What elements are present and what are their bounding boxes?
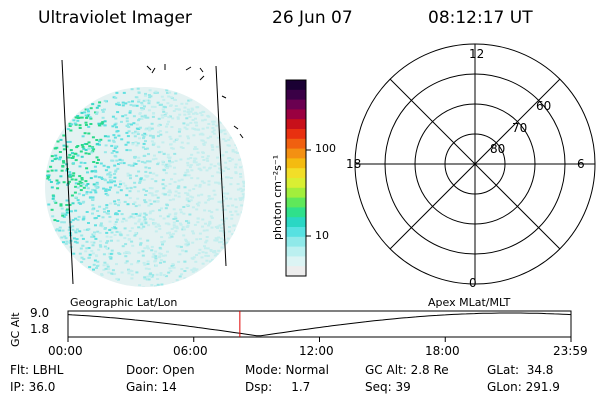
colorbar-segment — [286, 227, 306, 238]
colorbar-segment — [286, 168, 306, 179]
colorbar-segment — [286, 99, 306, 110]
mlt-label-18: 18 — [346, 157, 362, 171]
colorbar-segment — [286, 207, 306, 218]
colorbar-segment — [286, 109, 306, 120]
left-limb-line — [61, 59, 74, 285]
colorbar-segment — [286, 236, 306, 248]
colorbar-segment — [286, 158, 306, 169]
mlt-label-6: 6 — [577, 157, 585, 171]
y-min-label: 1.8 — [30, 322, 50, 336]
instrument-title: Ultraviolet Imager — [38, 8, 192, 28]
status-ip: IP: 36.0 — [10, 380, 56, 394]
timeline-box — [67, 310, 572, 338]
terminator-marks — [146, 64, 244, 139]
gc-alt-axis-label: GC Alt — [9, 312, 22, 347]
colorbar-segment — [286, 197, 306, 208]
polar-grid — [354, 43, 596, 285]
colorbar-segment — [286, 256, 306, 267]
colorbar-segment — [286, 80, 306, 91]
colorbar — [286, 80, 306, 277]
colorbar-segment — [286, 246, 306, 257]
colorbar-segment — [286, 266, 306, 277]
colorbar-segment — [286, 129, 306, 140]
x-tick-label-0: 00:00 — [48, 344, 83, 358]
x-tick-label-1: 06:00 — [173, 344, 208, 358]
status-door: Door: Open — [126, 363, 195, 377]
timeline-ticks — [67, 337, 572, 342]
right-limb-line — [215, 65, 227, 267]
date-label: 26 Jun 07 — [272, 8, 353, 28]
colorbar-segment — [286, 217, 306, 228]
geographic-label: Geographic Lat/Lon — [70, 296, 178, 309]
colorbar-label-100: 100 — [315, 142, 336, 155]
uv-image-disk — [45, 87, 245, 287]
time-label: 08:12:17 UT — [428, 8, 533, 28]
x-tick-label-4: 23:59 — [553, 344, 588, 358]
mlt-label-0: 0 — [469, 276, 477, 290]
colorbar-segment — [286, 138, 306, 150]
x-tick-label-3: 18:00 — [425, 344, 460, 358]
colorbar-segment — [286, 148, 306, 159]
colorbar-segment — [286, 119, 306, 130]
status-gc-alt: GC Alt: 2.8 Re — [365, 363, 449, 377]
y-max-label: 9.0 — [30, 306, 50, 320]
lat-label-60: 60 — [536, 99, 552, 113]
lat-label-70: 70 — [512, 121, 528, 135]
status-glon: GLon: 291.9 — [487, 380, 560, 394]
colorbar-segment — [286, 89, 306, 101]
x-tick-label-2: 12:00 — [299, 344, 334, 358]
lat-label-80: 80 — [490, 142, 506, 156]
colorbar-unit-label: photon cm⁻²s⁻¹ — [271, 155, 284, 240]
status-dsp: Dsp: 1.7 — [245, 380, 311, 394]
status-seq: Seq: 39 — [365, 380, 411, 394]
colorbar-segment — [286, 178, 306, 189]
status-mode: Mode: Normal — [245, 363, 329, 377]
colorbar-segment — [286, 187, 306, 199]
status-flt: Flt: LBHL — [10, 363, 64, 377]
colorbar-label-10: 10 — [315, 229, 329, 242]
apex-label: Apex MLat/MLT — [428, 296, 511, 309]
status-glat: GLat: 34.8 — [487, 363, 554, 377]
status-gain: Gain: 14 — [126, 380, 177, 394]
mlt-label-12: 12 — [469, 47, 485, 61]
altitude-curve — [67, 312, 572, 337]
